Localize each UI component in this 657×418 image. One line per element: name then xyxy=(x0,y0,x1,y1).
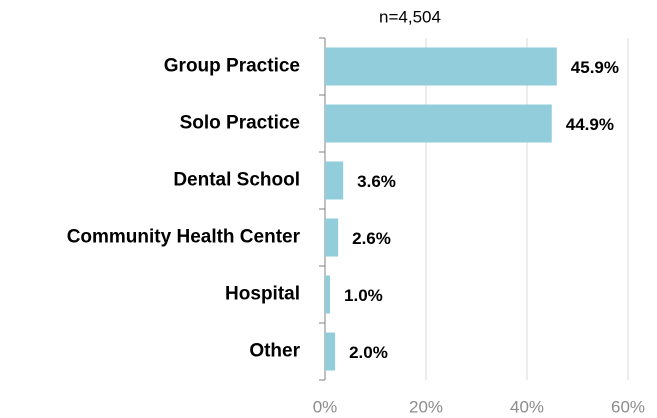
data-label: 3.6% xyxy=(357,172,396,191)
bar xyxy=(325,104,552,143)
bar xyxy=(325,332,336,371)
data-label: 2.0% xyxy=(349,343,388,362)
x-tick-label: 40% xyxy=(510,397,544,416)
bar xyxy=(325,161,344,200)
bar xyxy=(325,47,557,86)
x-tick-label: 60% xyxy=(611,397,645,416)
data-label: 45.9% xyxy=(571,58,619,77)
y-tick-label: Other xyxy=(249,341,300,362)
bar xyxy=(325,275,331,314)
y-tick-label: Community Health Center xyxy=(67,227,301,248)
chart-subtitle: n=4,504 xyxy=(379,7,441,26)
y-tick-label: Solo Practice xyxy=(180,113,300,134)
bar xyxy=(325,218,339,257)
y-tick-label: Hospital xyxy=(225,284,300,305)
x-tick-label: 0% xyxy=(313,397,338,416)
data-label: 2.6% xyxy=(352,229,391,248)
data-label: 44.9% xyxy=(566,115,614,134)
x-tick-label: 20% xyxy=(409,397,443,416)
data-label: 1.0% xyxy=(344,286,383,305)
y-tick-label: Group Practice xyxy=(164,56,300,77)
y-tick-label: Dental School xyxy=(173,170,300,191)
